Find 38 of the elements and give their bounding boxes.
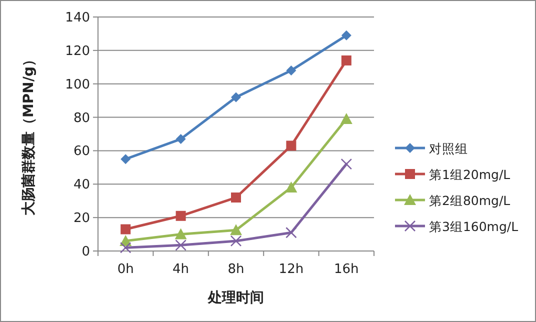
point	[230, 235, 242, 247]
legend-label: 第1组20mg/L	[429, 167, 510, 182]
y-tick-label: 60	[73, 144, 90, 160]
x-tick-label: 4h	[172, 262, 190, 277]
point	[340, 112, 352, 124]
point	[230, 224, 242, 236]
point	[286, 65, 296, 76]
y-tick-label: 80	[73, 110, 90, 126]
point	[175, 240, 186, 251]
point	[120, 154, 131, 164]
point	[120, 242, 132, 254]
point	[176, 210, 186, 221]
legend-label: 对照组	[429, 141, 468, 156]
y-tick-label: 20	[73, 211, 90, 226]
point	[341, 30, 352, 40]
point	[231, 192, 241, 203]
point	[341, 55, 352, 66]
point	[174, 228, 187, 240]
y-axis-title: 大肠菌群数量（MPN/g）	[21, 52, 37, 216]
point	[286, 226, 297, 238]
point	[231, 92, 241, 102]
y-tick-label: 40	[73, 178, 90, 193]
x-tick-label: 8h	[228, 262, 244, 277]
point	[340, 158, 352, 170]
y-tick-label: 120	[65, 44, 90, 59]
x-tick-label: 0h	[117, 262, 134, 277]
legend-label: 第2组80mg/L	[429, 193, 510, 208]
y-tick-label: 140	[65, 10, 90, 26]
y-tick-label: 100	[65, 77, 90, 92]
x-tick-label: 12h	[278, 262, 304, 277]
point	[286, 140, 296, 151]
point	[120, 224, 131, 234]
x-tick-label: 16h	[334, 262, 359, 277]
y-tick-label: 0	[82, 244, 90, 260]
point	[176, 134, 186, 144]
point	[285, 181, 298, 192]
x-axis-title: 处理时间	[207, 290, 264, 306]
legend-label: 第3组160mg/L	[429, 219, 518, 234]
